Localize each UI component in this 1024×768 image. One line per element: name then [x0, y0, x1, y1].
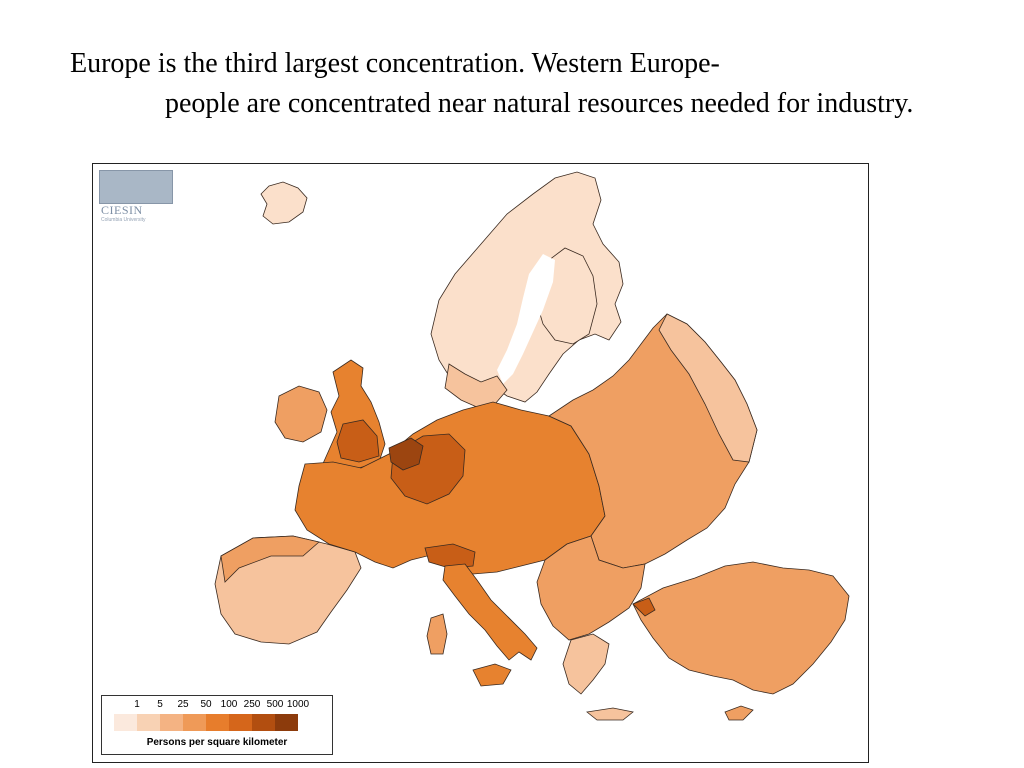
region-istanbul — [632, 597, 656, 617]
region-italy — [442, 563, 538, 661]
region-baltic-sea — [497, 254, 555, 384]
region-turkey — [632, 561, 850, 695]
legend-break-5: 5 — [157, 699, 163, 710]
legend-swatch-0 — [114, 714, 137, 731]
legend-title: Persons per square kilometer — [146, 737, 288, 748]
legend-swatch-4 — [206, 714, 229, 731]
logo-subtext: Columbia University — [101, 217, 146, 223]
legend-swatch-7 — [275, 714, 298, 731]
legend-break-500: 500 — [266, 699, 284, 710]
legend-swatch-6 — [252, 714, 275, 731]
slide-text: Europe is the third largest concentratio… — [70, 44, 970, 124]
population-density-map: CIESIN Columbia University 1 5 25 50 100 250 5… — [92, 163, 869, 763]
europe-map-svg — [214, 171, 850, 721]
logo-text: CIESIN — [101, 203, 143, 217]
region-benelux — [388, 437, 424, 471]
region-ireland — [274, 385, 328, 443]
slide-text-line-1: Europe is the third largest concentratio… — [70, 48, 720, 79]
region-greece — [562, 633, 610, 695]
region-south-scandinavia — [444, 363, 508, 409]
legend-break-50: 50 — [200, 699, 212, 710]
region-cyprus — [724, 705, 754, 721]
legend-swatch-5 — [229, 714, 252, 731]
map-legend: 1 5 25 50 100 250 500 1000 Persons per square k… — [101, 695, 333, 755]
region-crete — [586, 707, 634, 721]
region-iberia-coast — [220, 535, 320, 583]
region-balkans — [536, 535, 646, 641]
legend-swatch-1 — [137, 714, 160, 731]
region-po-valley — [424, 543, 476, 569]
legend-swatch-3 — [183, 714, 206, 731]
legend-swatch-2 — [160, 714, 183, 731]
ciesin-logo: CIESIN Columbia University — [99, 170, 173, 223]
slide-text-line-2: people are concentrated near natural res… — [165, 88, 914, 119]
legend-break-labels: 1 5 25 50 100 250 500 1000 — [102, 699, 332, 713]
region-sicily — [472, 663, 512, 687]
legend-swatches — [114, 714, 298, 731]
region-sardinia — [426, 613, 448, 655]
region-east-sparse — [658, 313, 758, 463]
legend-break-25: 25 — [177, 699, 189, 710]
world-map-icon — [99, 170, 173, 204]
legend-break-1000: 1000 — [286, 699, 310, 710]
legend-break-100: 100 — [220, 699, 238, 710]
region-iceland — [260, 181, 308, 225]
region-england-core — [336, 419, 380, 463]
legend-break-1: 1 — [134, 699, 140, 710]
legend-break-250: 250 — [243, 699, 261, 710]
